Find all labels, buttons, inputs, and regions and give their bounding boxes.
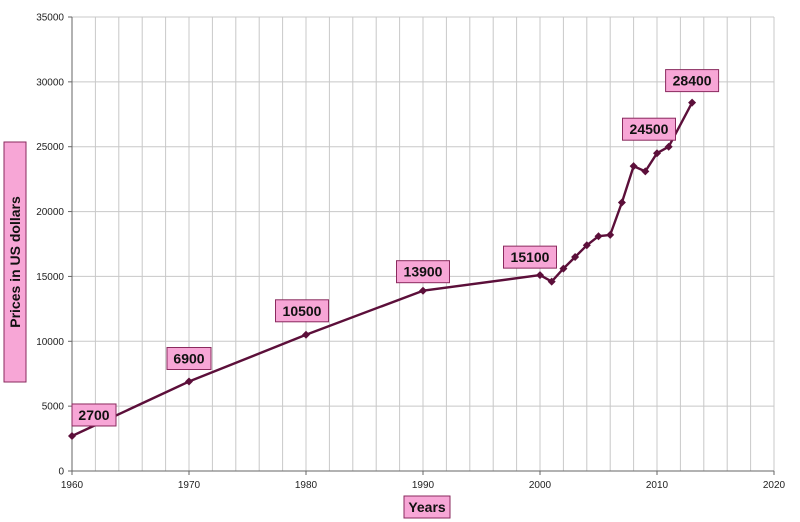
data-label-text: 10500 xyxy=(283,303,322,319)
data-label: 6900 xyxy=(166,346,212,370)
y-axis-title-box xyxy=(3,141,27,383)
data-label-text: 2700 xyxy=(78,407,109,423)
data-point-marker xyxy=(617,198,626,207)
data-point-marker xyxy=(571,252,580,261)
data-point-marker xyxy=(664,142,673,151)
data-point-marker xyxy=(688,98,697,107)
data-label-box xyxy=(396,260,450,284)
x-tick-label: 2000 xyxy=(529,480,552,491)
data-point-marker xyxy=(185,377,193,386)
x-axis-title: Years xyxy=(403,495,451,519)
data-label: 28400 xyxy=(665,69,720,93)
data-label-text: 13900 xyxy=(404,264,443,280)
data-label: 24500 xyxy=(622,117,676,141)
data-point-marker xyxy=(641,167,650,176)
data-label-box xyxy=(275,299,329,323)
data-label: 10500 xyxy=(275,299,329,323)
y-tick-label: 20000 xyxy=(36,207,64,218)
data-label-text: 24500 xyxy=(630,121,669,137)
data-point-marker xyxy=(419,286,427,295)
data-label-box xyxy=(503,245,557,269)
data-point-marker xyxy=(653,149,661,158)
data-label-box xyxy=(71,403,117,427)
x-tick-label: 1970 xyxy=(178,480,201,491)
y-tick-label: 5000 xyxy=(42,402,65,413)
data-point-marker xyxy=(547,277,556,286)
x-tick-label: 1960 xyxy=(61,480,84,491)
data-label-text: 28400 xyxy=(673,73,712,89)
y-axis-title-text: Prices in US dollars xyxy=(7,196,23,328)
x-axis-title-box xyxy=(403,495,451,519)
data-label-text: 15100 xyxy=(511,249,550,265)
data-point-marker xyxy=(302,330,310,339)
data-point-marker xyxy=(536,271,544,280)
data-point-marker xyxy=(582,241,591,250)
y-tick-label: 35000 xyxy=(36,13,64,24)
x-tick-label: 1980 xyxy=(295,480,318,491)
data-label: 2700 xyxy=(71,403,117,427)
y-tick-label: 25000 xyxy=(36,142,64,153)
data-point-marker xyxy=(629,162,638,171)
data-label: 15100 xyxy=(503,245,557,269)
data-label-box xyxy=(166,346,212,370)
data-point-marker xyxy=(559,264,568,273)
data-label-box xyxy=(665,69,720,93)
y-tick-label: 15000 xyxy=(36,272,64,283)
data-point-marker xyxy=(606,230,615,239)
x-tick-label: 2020 xyxy=(763,480,786,491)
y-tick-label: 0 xyxy=(58,467,64,478)
x-axis-title-text: Years xyxy=(408,499,446,515)
data-point-marker xyxy=(68,431,76,440)
data-label-box xyxy=(622,117,676,141)
y-tick-label: 30000 xyxy=(36,77,64,88)
y-tick-label: 10000 xyxy=(36,337,64,348)
x-tick-label: 2010 xyxy=(646,480,669,491)
x-tick-label: 1990 xyxy=(412,480,435,491)
data-label-text: 6900 xyxy=(173,350,204,366)
data-label: 13900 xyxy=(396,260,450,284)
y-axis-title: Prices in US dollars xyxy=(3,141,27,383)
data-point-marker xyxy=(594,232,603,241)
